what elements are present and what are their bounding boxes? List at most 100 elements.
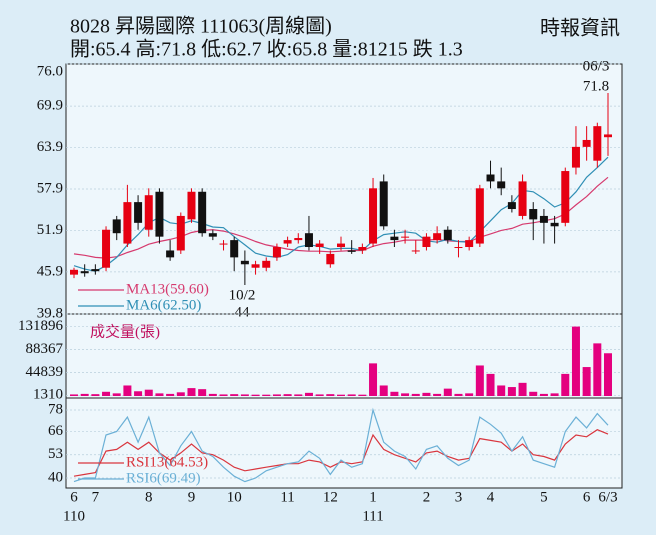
x-tick-label: 12 xyxy=(323,489,338,505)
y-tick-label: 88367 xyxy=(26,341,64,357)
x-tick-label: 1 xyxy=(369,489,377,505)
volume-bar xyxy=(443,388,452,396)
volume-bar xyxy=(294,394,303,396)
volume-bar xyxy=(272,394,281,396)
x-tick-label: 6 xyxy=(583,489,591,505)
candle-body xyxy=(390,236,399,241)
candle-body xyxy=(240,260,249,265)
summary: 開:65.4 高:71.8 低:62.7 收:65.8 量:81215 跌 1.… xyxy=(70,38,463,61)
candle-body xyxy=(422,236,431,248)
x-tick-label: 6/3 xyxy=(598,489,617,505)
volume-bar xyxy=(347,394,356,396)
candle-body xyxy=(283,240,292,244)
volume-bar xyxy=(454,393,463,396)
volume-bar xyxy=(401,393,410,396)
candle-body xyxy=(529,209,538,220)
volume-bar xyxy=(134,391,143,396)
candle-body xyxy=(507,202,516,210)
candle-body xyxy=(326,253,335,265)
y-tick-label: 78 xyxy=(48,401,63,417)
line xyxy=(73,407,609,483)
candle-body xyxy=(208,233,217,237)
volume-bar xyxy=(155,393,164,396)
candle-body xyxy=(272,247,281,258)
volume-bar xyxy=(379,385,388,396)
candle-body xyxy=(550,222,559,227)
candle-body xyxy=(443,229,452,241)
x-tick-label: 7 xyxy=(92,489,100,505)
candle-body xyxy=(262,260,271,268)
volume-bar xyxy=(582,367,591,396)
candle-body xyxy=(337,243,345,248)
x-tick-label: 8 xyxy=(145,489,153,505)
candle-body xyxy=(433,233,442,241)
candle-body xyxy=(80,271,89,274)
x-tick-label: 6 xyxy=(70,489,78,505)
y-tick-label: 51.9 xyxy=(37,222,63,238)
volume-bar xyxy=(144,389,153,396)
candle-body xyxy=(593,126,602,161)
x-tick-label: 2 xyxy=(423,489,431,505)
volume-bar xyxy=(176,392,185,396)
candle-body xyxy=(91,269,100,272)
legend-label: RSI13(64.53) xyxy=(126,454,208,470)
candle-body xyxy=(176,215,185,251)
candle-body xyxy=(582,139,591,147)
legend-label: MA6(62.50) xyxy=(126,297,201,313)
legend-label: MA13(59.60) xyxy=(126,281,209,297)
volume-bar xyxy=(486,373,495,396)
y-tick-label: 63.9 xyxy=(37,139,63,155)
volume-bar xyxy=(433,393,442,396)
y-tick-label: 66 xyxy=(48,423,64,439)
volume-bar xyxy=(369,363,378,396)
volume-bar xyxy=(283,394,292,396)
volume-bar xyxy=(518,382,527,396)
x-tick-label: 11 xyxy=(280,489,294,505)
y-tick-label: 53 xyxy=(48,446,63,462)
volume-bar xyxy=(315,394,324,396)
volume-bar xyxy=(411,393,420,396)
candle-body xyxy=(369,188,378,244)
y-tick-label: 57.9 xyxy=(37,180,63,196)
volume-bar xyxy=(166,393,175,396)
volume-bar xyxy=(561,373,570,396)
candle-body xyxy=(379,181,388,227)
candle-body xyxy=(454,247,463,249)
candle-body xyxy=(294,238,303,241)
volume-bar xyxy=(70,394,78,396)
candle-body xyxy=(251,264,260,268)
volume-bar xyxy=(604,353,612,396)
candle-body xyxy=(166,250,175,258)
source: 時報資訊 xyxy=(540,17,620,40)
x-tick-label: 4 xyxy=(487,489,495,505)
y-tick-label: 45.9 xyxy=(37,263,63,279)
volume-bar xyxy=(262,394,271,396)
candle-body xyxy=(465,240,474,248)
candle-body xyxy=(571,146,580,168)
candle-body xyxy=(604,134,612,138)
volume-bar xyxy=(422,392,431,396)
annotation: 10/2 xyxy=(229,287,256,303)
y-tick-label: 39.8 xyxy=(37,305,63,321)
line xyxy=(73,176,609,259)
y-tick-label: 1310 xyxy=(33,387,63,403)
volume-bar xyxy=(390,391,399,396)
candle-body xyxy=(230,240,239,258)
volume-bar xyxy=(539,393,548,396)
title: 8028 昇陽國際 111063(周線圖) xyxy=(70,15,332,38)
volume-bar xyxy=(593,343,602,396)
x-year-label: 110 xyxy=(63,508,85,524)
volume-bar xyxy=(198,389,207,396)
candle-body xyxy=(518,181,527,216)
volume-bar xyxy=(102,391,111,396)
volume-bar xyxy=(208,393,217,396)
candle-body xyxy=(475,188,484,244)
y-tick-label: 44839 xyxy=(26,364,64,380)
candle-body xyxy=(411,250,420,252)
volume-bar xyxy=(465,393,474,396)
volume-bar xyxy=(358,394,367,396)
candle-body xyxy=(497,181,506,189)
annotation: 71.8 xyxy=(583,78,609,94)
volume-bar xyxy=(187,388,196,396)
